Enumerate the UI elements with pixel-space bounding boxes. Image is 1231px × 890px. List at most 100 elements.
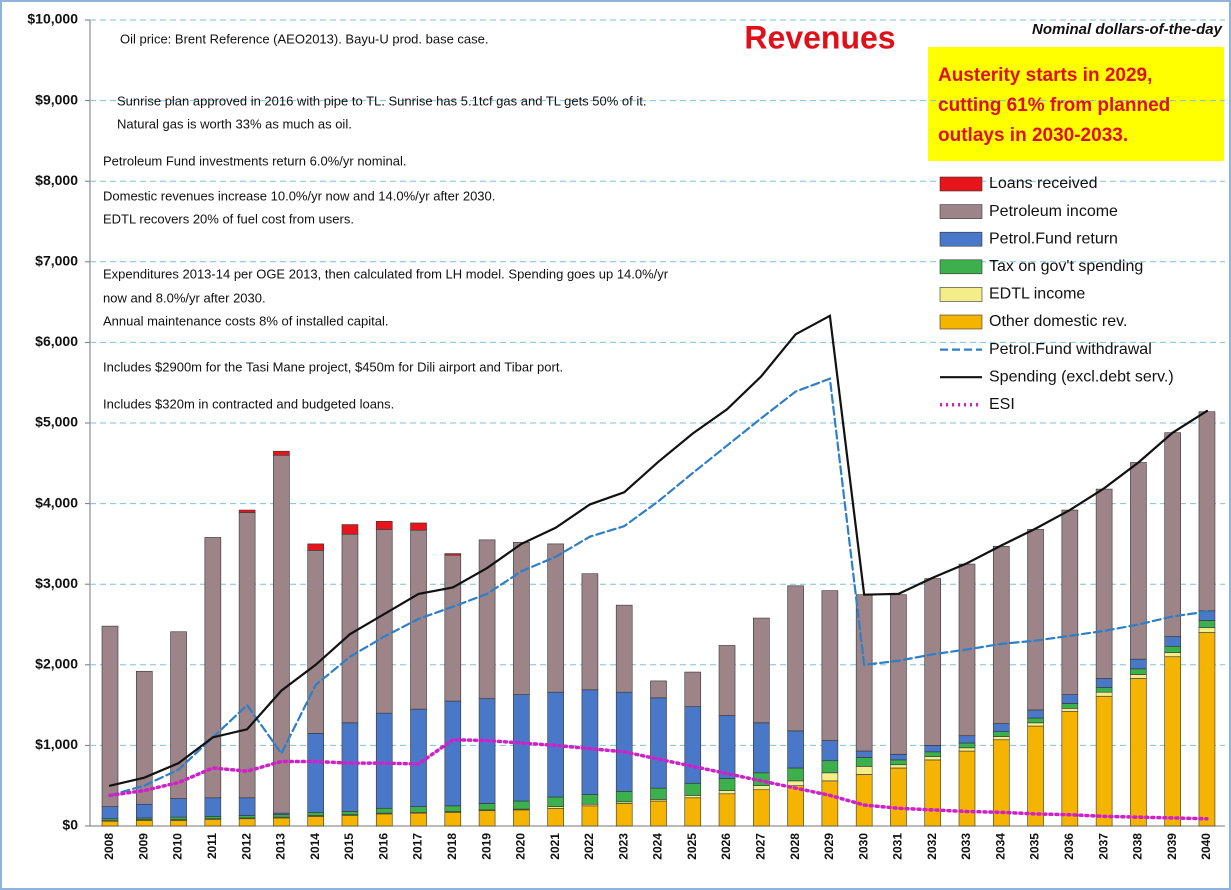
- bar-segment: [101, 820, 119, 827]
- bar-segment: [581, 689, 599, 795]
- y-tick-label: $4,000: [35, 494, 78, 510]
- bar-segment: [1130, 678, 1147, 827]
- x-tick-label: 2015: [342, 833, 356, 860]
- x-tick-label: 2008: [102, 833, 116, 860]
- y-tick-label: $9,000: [35, 91, 78, 107]
- bar-segment: [718, 645, 736, 716]
- bar-segment: [1061, 708, 1079, 712]
- bar-segment: [375, 807, 393, 814]
- bar-segment: [1061, 711, 1079, 827]
- bar-segment: [684, 797, 702, 827]
- bar-segment: [855, 774, 873, 827]
- chart-title: Revenues: [744, 19, 895, 55]
- legend-label: Spending (excl.debt serv.): [989, 368, 1174, 385]
- bar-segment: [821, 760, 839, 774]
- x-tick-label: 2038: [1131, 833, 1145, 860]
- bar-segment: [410, 812, 427, 827]
- bar-segment: [307, 811, 324, 816]
- y-tick-label: $3,000: [35, 575, 78, 591]
- bar-segment: [1095, 691, 1113, 697]
- y-tick-label: $8,000: [35, 172, 78, 188]
- bar-segment: [958, 750, 976, 827]
- x-tick-label: 2025: [685, 833, 699, 860]
- bar-segment: [273, 450, 290, 456]
- bar-segment: [273, 454, 290, 814]
- bar-segment: [684, 706, 702, 784]
- bar-segment: [307, 550, 324, 734]
- bar-segment: [444, 811, 462, 827]
- annotation: Natural gas is worth 33% as much as oil.: [117, 116, 352, 131]
- x-tick-label: 2012: [239, 833, 253, 860]
- annotation: Domestic revenues increase 10.0%/yr now …: [103, 188, 495, 203]
- bar-segment: [341, 722, 359, 812]
- bar-segment: [821, 772, 839, 782]
- bar-segment: [753, 722, 770, 774]
- bar-segment: [1027, 529, 1044, 711]
- x-tick-label: 2013: [274, 833, 288, 860]
- x-tick-label: 2030: [856, 833, 870, 860]
- bar-segment: [718, 790, 736, 795]
- bar-segment: [924, 578, 942, 746]
- bar-segment: [615, 791, 633, 803]
- x-tick-label: 2024: [651, 833, 665, 860]
- bar-segment: [1130, 462, 1147, 660]
- callout-text: cutting 61% from planned: [938, 95, 1170, 116]
- legend-label: ESI: [989, 396, 1015, 413]
- bar-segment: [307, 733, 324, 813]
- bar-segment: [992, 546, 1010, 724]
- bar-segment: [718, 793, 736, 827]
- bar-segment: [650, 680, 667, 699]
- bar-segment: [375, 813, 393, 827]
- bar-segment: [513, 809, 530, 827]
- bar-segment: [924, 759, 942, 827]
- bar-segment: [1130, 674, 1147, 679]
- legend-swatch: [939, 259, 983, 275]
- bar-segment: [650, 787, 667, 800]
- bar-segment: [787, 785, 804, 827]
- bar-segment: [615, 604, 633, 693]
- bar-segment: [855, 766, 873, 775]
- x-tick-label: 2037: [1096, 833, 1110, 860]
- x-tick-label: 2029: [822, 833, 836, 860]
- y-tick-label: $7,000: [35, 253, 78, 269]
- bar-segment: [135, 820, 153, 827]
- bar-segment: [890, 759, 907, 766]
- bar-segment: [958, 742, 976, 749]
- legend-label: EDTL income: [989, 286, 1085, 303]
- bar-segment: [787, 730, 804, 769]
- bar-segment: [1061, 509, 1079, 695]
- bar-segment: [958, 735, 976, 744]
- x-tick-label: 2033: [959, 833, 973, 860]
- bar-segment: [135, 670, 153, 805]
- bar-segment: [924, 745, 942, 753]
- bar-segment: [1198, 632, 1216, 827]
- bar-segment: [273, 817, 290, 827]
- bar-segment: [513, 541, 530, 695]
- bar-segment: [444, 554, 462, 702]
- bar-segment: [718, 778, 736, 791]
- bar-segment: [684, 782, 702, 796]
- annotation: Sunrise plan approved in 2016 with pipe …: [117, 93, 646, 108]
- bar-segment: [684, 795, 702, 799]
- x-tick-label: 2010: [171, 833, 185, 860]
- legend-swatch: [939, 204, 983, 219]
- bar-segment: [341, 524, 359, 535]
- legend-label: Loans received: [989, 175, 1098, 192]
- bar-segment: [238, 818, 256, 827]
- bar-segment: [307, 543, 324, 551]
- annotation: Includes $320m in contracted and budgete…: [103, 396, 394, 411]
- bar-segment: [684, 671, 702, 708]
- bar-segment: [1095, 687, 1113, 693]
- x-tick-label: 2022: [582, 833, 596, 860]
- callout-box: [928, 47, 1224, 161]
- bar-segment: [890, 753, 907, 761]
- bar-segment: [753, 789, 770, 827]
- bar-segment: [204, 797, 222, 817]
- x-tick-label: 2026: [719, 833, 733, 860]
- legend-swatch: [939, 314, 983, 330]
- x-tick-label: 2034: [993, 833, 1007, 860]
- bar-segment: [992, 723, 1010, 732]
- bar-segment: [821, 740, 839, 762]
- bar-segment: [1164, 636, 1181, 647]
- legend-label: Tax on gov't spending: [989, 258, 1143, 275]
